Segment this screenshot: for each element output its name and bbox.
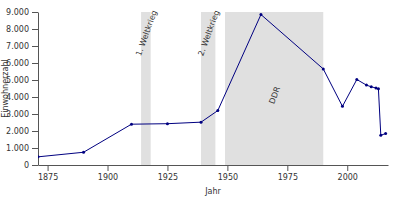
y-tick-label: 0	[24, 161, 29, 170]
y-tick-mark	[32, 46, 38, 47]
point	[200, 121, 203, 124]
y-tick-mark	[32, 165, 38, 166]
y-tick-label: 2.000	[6, 127, 29, 136]
plot: 1. Weltkrieg 2. Weltkrieg DDR 0 1.000 2.000 3.…	[6, 8, 388, 182]
point	[355, 78, 358, 81]
x-tick-label: 1950	[218, 173, 238, 182]
point	[130, 123, 133, 126]
period-label: 1. Weltkrieg	[134, 9, 159, 57]
y-tick-mark	[32, 114, 38, 115]
y-tick-label: 9.000	[6, 8, 29, 17]
y-tick-mark	[32, 12, 38, 13]
x-tick: 2000	[338, 165, 358, 182]
y-tick-mark	[32, 148, 38, 149]
x-tick: 1875	[38, 165, 58, 182]
x-tick: 1925	[158, 165, 178, 182]
x-axis-line	[39, 165, 389, 166]
point	[216, 109, 219, 112]
y-tick-mark	[32, 63, 38, 64]
x-tick-mark	[227, 165, 228, 171]
point	[341, 105, 344, 108]
y-axis-title: Einwohnerzahl	[1, 59, 10, 118]
line	[38, 15, 386, 157]
x-tick: 1975	[278, 165, 298, 182]
y-tick-mark	[32, 97, 38, 98]
y-tick-label: 7.000	[6, 42, 29, 51]
y-tick-mark	[32, 131, 38, 132]
point	[259, 13, 262, 16]
y-axis: 0 1.000 2.000 3.000 4.000 5.000 6.000 7.000 8.00…	[6, 8, 38, 170]
chart: 1. Weltkrieg 2. Weltkrieg DDR 0 1.000 2.000 3.…	[0, 0, 400, 200]
x-tick: 1900	[98, 165, 118, 182]
y-tick-label: 8.000	[6, 25, 29, 34]
point	[384, 132, 387, 135]
y-tick-label: 1.000	[6, 144, 29, 153]
series	[38, 13, 387, 158]
y-tick-mark	[32, 29, 38, 30]
y-tick: 4.000	[6, 93, 38, 102]
x-tick-mark	[287, 165, 288, 171]
x-tick-mark	[347, 165, 348, 171]
y-tick: 1.000	[6, 144, 38, 153]
x-tick-mark	[167, 165, 168, 171]
point	[365, 84, 368, 87]
point	[166, 122, 169, 125]
x-axis-title: Jahr	[204, 187, 221, 196]
x-tick-label: 1975	[278, 173, 298, 182]
point	[38, 155, 40, 158]
x-tick-label: 1925	[158, 173, 178, 182]
x-tick-mark	[48, 165, 49, 171]
y-tick: 5.000	[6, 76, 38, 85]
x-tick-label: 2000	[338, 173, 358, 182]
y-tick: 9.000	[6, 8, 38, 17]
x-tick: 1950	[218, 165, 238, 182]
y-tick: 3.000	[6, 110, 38, 119]
x-tick-label: 1900	[98, 173, 118, 182]
point	[322, 67, 325, 70]
y-tick: 2.000	[6, 127, 38, 136]
point	[370, 85, 373, 88]
periods	[141, 12, 323, 165]
y-tick: 8.000	[6, 25, 38, 34]
period-band	[225, 12, 323, 165]
x-tick-mark	[108, 165, 109, 171]
y-tick: 6.000	[6, 59, 38, 68]
x-axis: 1875 1900 1925 1950 1975 2000	[38, 165, 389, 182]
y-tick-mark	[32, 80, 38, 81]
period-label: 2. Weltkrieg	[196, 9, 221, 57]
point	[379, 134, 382, 137]
x-tick-label: 1875	[38, 173, 58, 182]
y-tick: 7.000	[6, 42, 38, 51]
period-label: DDR	[267, 85, 282, 105]
y-tick: 0	[24, 161, 38, 170]
y-axis-line	[38, 13, 39, 166]
point	[82, 151, 85, 154]
point	[377, 87, 380, 90]
